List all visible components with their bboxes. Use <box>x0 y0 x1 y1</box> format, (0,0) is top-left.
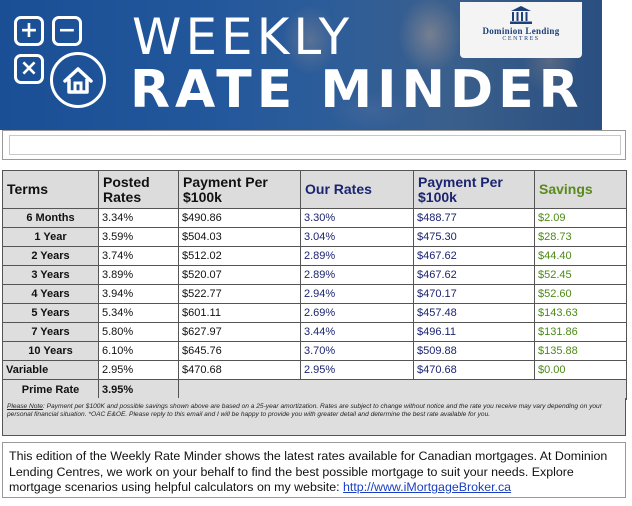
our-payment-cell: $475.30 <box>413 227 535 247</box>
posted-payment-cell: $490.86 <box>178 208 301 228</box>
posted-rate-cell: 3.94% <box>98 284 179 304</box>
term-cell: 2 Years <box>2 246 99 266</box>
banner-title-weekly: WEEKLY <box>132 8 354 66</box>
table-row: 3 Years 3.89% $520.07 2.89% $467.62 $52.… <box>2 265 627 285</box>
posted-rate-cell: 3.74% <box>98 246 179 266</box>
savings-cell: $131.86 <box>534 322 627 342</box>
intro-message: This edition of the Weekly Rate Minder s… <box>2 442 626 498</box>
posted-payment-cell: $512.02 <box>178 246 301 266</box>
posted-rate-cell: 5.34% <box>98 303 179 323</box>
our-rate-cell: 2.69% <box>300 303 414 323</box>
minus-icon: − <box>52 16 82 46</box>
our-payment-cell: $467.62 <box>413 246 535 266</box>
plus-icon: + <box>14 16 44 46</box>
posted-rate-cell: 3.89% <box>98 265 179 285</box>
our-rate-cell: 2.94% <box>300 284 414 304</box>
posted-payment-cell: $470.68 <box>178 360 301 380</box>
prime-rate-value: 3.95% <box>98 379 179 400</box>
table-row: Variable 2.95% $470.68 2.95% $470.68 $0.… <box>2 360 627 380</box>
message-text: This edition of the Weekly Rate Minder s… <box>9 449 608 494</box>
rates-table: Terms Posted Rates Payment Per $100k Our… <box>2 170 627 400</box>
our-rate-cell: 3.30% <box>300 208 414 228</box>
table-header-row: Terms Posted Rates Payment Per $100k Our… <box>2 170 627 209</box>
rates-table-body: 6 Months 3.34% $490.86 3.30% $488.77 $2.… <box>2 208 627 400</box>
our-payment-cell: $509.88 <box>413 341 535 361</box>
blank-strip-inner <box>9 135 621 155</box>
our-payment-cell: $470.17 <box>413 284 535 304</box>
calculator-icon-group: + − × <box>14 16 114 116</box>
logo-brand-text: Dominion Lending <box>482 26 560 36</box>
header-posted-rates: Posted Rates <box>98 170 179 209</box>
term-cell: 10 Years <box>2 341 99 361</box>
savings-cell: $28.73 <box>534 227 627 247</box>
our-payment-cell: $457.48 <box>413 303 535 323</box>
our-rate-cell: 2.95% <box>300 360 414 380</box>
dominion-lending-logo[interactable]: Dominion Lending CENTRES <box>460 2 582 58</box>
table-row: 7 Years 5.80% $627.97 3.44% $496.11 $131… <box>2 322 627 342</box>
posted-rate-cell: 6.10% <box>98 341 179 361</box>
posted-rate-cell: 2.95% <box>98 360 179 380</box>
posted-payment-cell: $645.76 <box>178 341 301 361</box>
posted-payment-cell: $504.03 <box>178 227 301 247</box>
term-cell: 5 Years <box>2 303 99 323</box>
savings-cell: $143.63 <box>534 303 627 323</box>
savings-cell: $0.00 <box>534 360 627 380</box>
rates-table-container: Terms Posted Rates Payment Per $100k Our… <box>2 170 627 400</box>
term-cell: 3 Years <box>2 265 99 285</box>
term-cell: 4 Years <box>2 284 99 304</box>
our-payment-cell: $496.11 <box>413 322 535 342</box>
savings-cell: $2.09 <box>534 208 627 228</box>
table-row: 10 Years 6.10% $645.76 3.70% $509.88 $13… <box>2 341 627 361</box>
blank-strip <box>2 130 626 160</box>
table-row: 2 Years 3.74% $512.02 2.89% $467.62 $44.… <box>2 246 627 266</box>
header-terms: Terms <box>2 170 99 209</box>
prime-rate-filler <box>178 379 627 400</box>
posted-rate-cell: 3.34% <box>98 208 179 228</box>
header-our-payment-per-100k: Payment Per $100k <box>413 170 535 209</box>
our-rate-cell: 3.44% <box>300 322 414 342</box>
note-text: : Payment per $100K and possible savings… <box>7 403 602 418</box>
savings-cell: $44.40 <box>534 246 627 266</box>
posted-rate-cell: 5.80% <box>98 322 179 342</box>
posted-payment-cell: $601.11 <box>178 303 301 323</box>
header-payment-per-100k: Payment Per $100k <box>178 170 301 209</box>
our-rate-cell: 2.89% <box>300 246 414 266</box>
term-cell: 7 Years <box>2 322 99 342</box>
disclaimer-note: Please Note: Payment per $100K and possi… <box>2 398 626 436</box>
savings-cell: $52.45 <box>534 265 627 285</box>
table-row: 6 Months 3.34% $490.86 3.30% $488.77 $2.… <box>2 208 627 228</box>
house-icon <box>50 52 106 108</box>
logo-sub-text: CENTRES <box>502 36 540 42</box>
header-our-rates: Our Rates <box>300 170 414 209</box>
header-savings: Savings <box>534 170 627 209</box>
term-cell: 6 Months <box>2 208 99 228</box>
our-payment-cell: $467.62 <box>413 265 535 285</box>
table-row: 4 Years 3.94% $522.77 2.94% $470.17 $52.… <box>2 284 627 304</box>
posted-payment-cell: $522.77 <box>178 284 301 304</box>
our-payment-cell: $470.68 <box>413 360 535 380</box>
our-rate-cell: 2.89% <box>300 265 414 285</box>
our-rate-cell: 3.04% <box>300 227 414 247</box>
term-cell: Variable <box>2 360 99 380</box>
prime-rate-label: Prime Rate <box>2 379 99 400</box>
note-lead: Please Note <box>7 403 43 410</box>
banner-title-rate-minder: RATE MINDER <box>130 60 584 120</box>
header-banner: + − × WEEKLY RATE MINDER Dominion Lendin… <box>0 0 602 130</box>
our-rate-cell: 3.70% <box>300 341 414 361</box>
times-icon: × <box>14 54 44 84</box>
posted-rate-cell: 3.59% <box>98 227 179 247</box>
savings-cell: $52.60 <box>534 284 627 304</box>
table-row: 1 Year 3.59% $504.03 3.04% $475.30 $28.7… <box>2 227 627 247</box>
table-row: 5 Years 5.34% $601.11 2.69% $457.48 $143… <box>2 303 627 323</box>
our-payment-cell: $488.77 <box>413 208 535 228</box>
building-icon <box>510 6 532 24</box>
savings-cell: $135.88 <box>534 341 627 361</box>
website-link[interactable]: http://www.iMortgageBroker.ca <box>343 480 512 494</box>
term-cell: 1 Year <box>2 227 99 247</box>
posted-payment-cell: $520.07 <box>178 265 301 285</box>
prime-rate-row: Prime Rate 3.95% <box>2 379 627 400</box>
posted-payment-cell: $627.97 <box>178 322 301 342</box>
